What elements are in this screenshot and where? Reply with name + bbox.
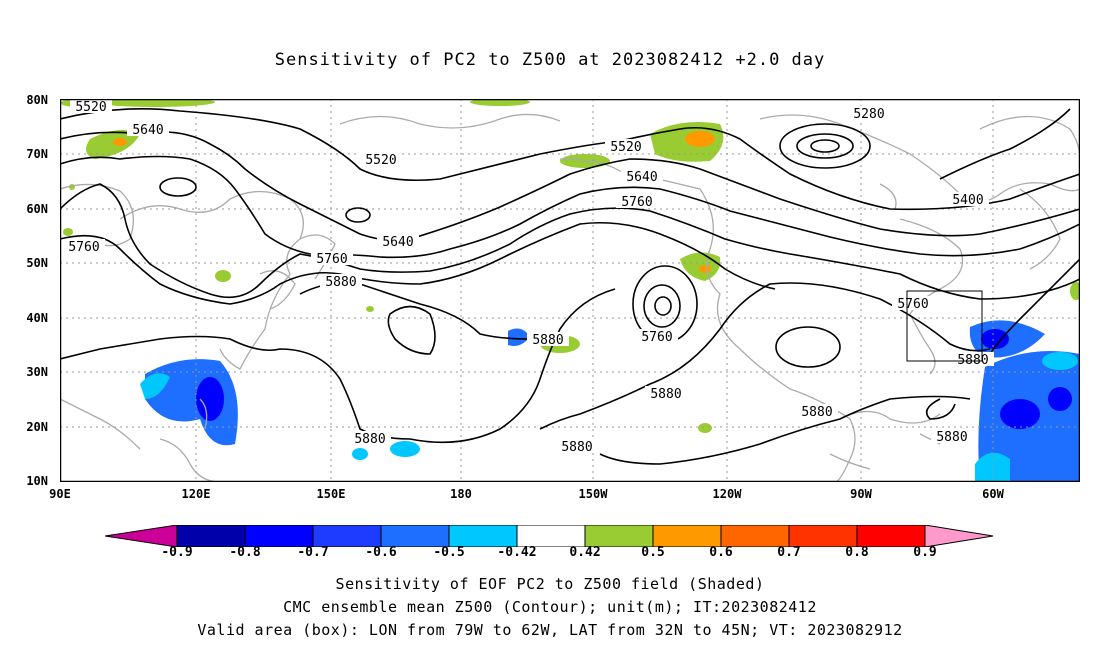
lon-label-180: 180 — [450, 487, 472, 501]
colorbar-cell — [584, 525, 654, 547]
contour-label: 5520 — [75, 100, 106, 115]
colorbar-cell — [652, 525, 722, 547]
colorbar-cell — [788, 525, 858, 547]
colorbar-cell — [105, 525, 178, 547]
valid-area-box — [906, 290, 983, 362]
contour-label: 5880 — [561, 440, 592, 455]
colorbar-tick: 0.6 — [709, 545, 733, 560]
colorbar-tick: 0.42 — [569, 545, 601, 560]
colorbar-cell — [516, 525, 586, 547]
map-panel: 5520 5640 5520 5280 5400 5520 5640 5760 … — [60, 99, 1080, 482]
lon-label-90w: 90W — [850, 487, 872, 501]
contour-label: 5760 — [621, 195, 652, 210]
lat-label-60n: 60N — [26, 202, 48, 216]
sensitivity-shading — [60, 99, 1080, 482]
colorbar-cell — [856, 525, 926, 547]
lon-label-150w: 150W — [578, 487, 608, 501]
contour-label: 5520 — [365, 153, 396, 168]
lat-label-80n: 80N — [26, 93, 48, 107]
contour-label: 5880 — [532, 333, 563, 348]
lat-label-70n: 70N — [26, 147, 48, 161]
colorbar-tick: -0.7 — [297, 545, 329, 560]
lat-label-20n: 20N — [26, 420, 48, 434]
colorbar-tick: -0.6 — [365, 545, 397, 560]
lon-label-150e: 150E — [316, 487, 346, 501]
colorbar-tick: 0.8 — [845, 545, 869, 560]
lat-label-30n: 30N — [26, 365, 48, 379]
contour-label: 5280 — [853, 107, 884, 122]
colorbar-cell — [720, 525, 790, 547]
lon-label-120w: 120W — [712, 487, 742, 501]
colorbar-cell — [924, 525, 994, 547]
contour-label: 5880 — [801, 405, 832, 420]
lat-label-40n: 40N — [26, 311, 48, 325]
contour-label: 5760 — [641, 330, 672, 345]
lon-label-60w: 60W — [982, 487, 1004, 501]
z500-contours — [60, 107, 1080, 465]
colorbar-tick: -0.5 — [433, 545, 465, 560]
map-title: Sensitivity of PC2 to Z500 at 2023082412… — [274, 50, 826, 70]
contour-label: 5880 — [650, 387, 681, 402]
footer-line-2: CMC ensemble mean Z500 (Contour); unit(m… — [283, 598, 817, 616]
colorbar-tick: -0.9 — [161, 545, 193, 560]
contour-label: 5880 — [325, 275, 356, 290]
footer-line-3: Valid area (box): LON from 79W to 62W, L… — [197, 621, 903, 639]
map-frame — [60, 99, 1080, 482]
contour-label: 5640 — [132, 123, 163, 138]
lat-label-50n: 50N — [26, 256, 48, 270]
colorbar-cell — [448, 525, 518, 547]
colorbar-tick: 0.7 — [777, 545, 801, 560]
contour-label: 5520 — [610, 140, 641, 155]
colorbar-tick: -0.42 — [497, 545, 537, 560]
contour-label: 5880 — [354, 432, 385, 447]
footer-line-1: Sensitivity of EOF PC2 to Z500 field (Sh… — [335, 575, 765, 593]
colorbar-cell — [380, 525, 450, 547]
contour-label: 5400 — [952, 193, 983, 208]
colorbar-cell — [312, 525, 382, 547]
contour-label: 5760 — [897, 297, 928, 312]
colorbar-tick: 0.5 — [641, 545, 665, 560]
colorbar-tick: -0.8 — [229, 545, 261, 560]
contour-label: 5640 — [626, 170, 657, 185]
lat-label-10n: 10N — [26, 474, 48, 488]
lon-label-120e: 120E — [181, 487, 211, 501]
contour-label: 5760 — [316, 252, 347, 267]
colorbar — [105, 525, 994, 547]
contour-label: 5760 — [68, 240, 99, 255]
colorbar-cell — [176, 525, 246, 547]
colorbar-cell — [244, 525, 314, 547]
graticule — [60, 99, 1080, 482]
contour-labels: 5520 5640 5520 5280 5400 5520 5640 5760 … — [63, 99, 994, 455]
lon-label-90e: 90E — [49, 487, 71, 501]
colorbar-tick: 0.9 — [913, 545, 937, 560]
contour-label: 5880 — [936, 430, 967, 445]
contour-label: 5640 — [382, 235, 413, 250]
